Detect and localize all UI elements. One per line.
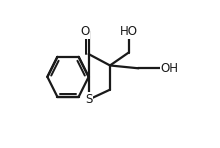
Text: OH: OH	[161, 62, 178, 75]
Text: HO: HO	[119, 25, 138, 38]
Text: O: O	[80, 25, 89, 38]
Text: S: S	[85, 93, 92, 106]
